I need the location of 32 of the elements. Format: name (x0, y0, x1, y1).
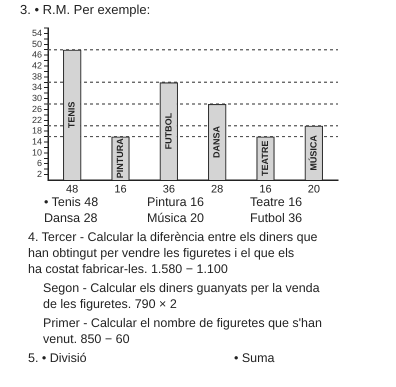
y-tick-label: 22 (32, 114, 42, 125)
y-tick-label: 6 (36, 158, 42, 168)
y-tick-label: 30 (32, 93, 42, 104)
y-tick-label: 38 (32, 71, 42, 82)
y-tick-label: 18 (32, 126, 42, 136)
text: Primer - Calcular el nombre de figuretes que s'han venut. 850 − 60 (42, 315, 323, 347)
chart-title: 3. • R.M. Per exemple: (20, 2, 150, 17)
data-label: 16 (259, 184, 272, 196)
text: 4. Tercer - Calcular la diferència entre els diners que han obtingut per vendre les figuretes i el que els ha costat fabricar-les. 1.580 − 1.100 (28, 229, 318, 277)
data-label: 28 (211, 184, 224, 196)
text: 5. • Divisió • Suma (28, 350, 276, 366)
y-tick-label: 46 (32, 50, 42, 60)
y-tick-label: 14 (32, 136, 42, 146)
y-tick-label: 42 (32, 60, 42, 70)
text: • Tenis 48 Pintura 16 Teatre 16 Dansa 28 Música 20 Futbol 36 (43, 194, 304, 226)
y-tick-label: 54 (32, 28, 42, 38)
x-tick-label: DANSA (212, 126, 222, 158)
data-label: 36 (162, 184, 175, 196)
x-tick-label: TENIS (66, 102, 77, 128)
x-tick-label: FUTBOL (163, 112, 174, 150)
x-tick-label: TEATRE (260, 140, 270, 176)
data-label: 48 (66, 184, 78, 196)
y-tick-label: 10 (32, 147, 42, 158)
y-tick-label: 2 (36, 169, 42, 180)
x-tick-label: MÚSICA (308, 134, 318, 171)
data-label: 16 (114, 184, 127, 196)
y-tick-label: 34 (32, 82, 42, 92)
y-tick-label: 26 (32, 104, 42, 114)
text: Segon - Calcular els diners guanyats per la venda de les figuretes. 790 × 2 (42, 280, 321, 312)
x-tick-label: PINTURA (114, 138, 125, 178)
y-tick-label: 50 (32, 38, 42, 49)
data-label: 20 (308, 184, 320, 196)
